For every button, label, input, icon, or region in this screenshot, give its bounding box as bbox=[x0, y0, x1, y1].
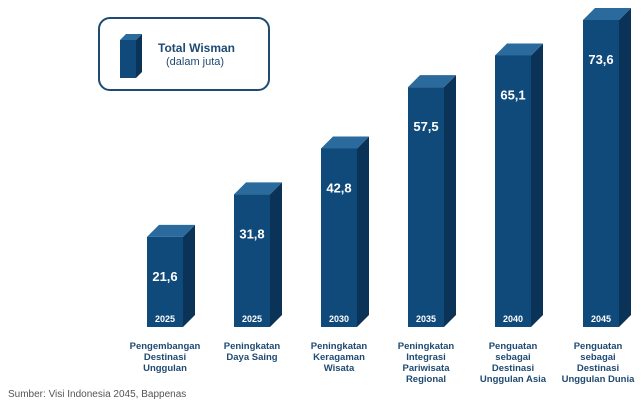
value-label: 65,1 bbox=[500, 87, 525, 102]
value-label: 73,6 bbox=[588, 52, 613, 67]
bar-top bbox=[234, 182, 282, 195]
bar-2: 42,8 2030 bbox=[321, 136, 369, 327]
value-label: 57,5 bbox=[413, 119, 438, 134]
bar-front bbox=[234, 194, 270, 327]
legend-title: Total Wisman bbox=[158, 41, 236, 55]
bar-side bbox=[270, 182, 282, 327]
bar-5: 73,6 2045 bbox=[583, 8, 631, 327]
bar-front bbox=[147, 236, 183, 327]
bar-side bbox=[357, 136, 369, 327]
year-label: 2035 bbox=[416, 314, 436, 324]
bar-side bbox=[444, 75, 456, 327]
bar-front bbox=[408, 87, 444, 327]
value-label: 31,8 bbox=[239, 226, 264, 241]
source-note: Sumber: Visi Indonesia 2045, Bappenas bbox=[8, 389, 187, 400]
bar-front bbox=[321, 148, 357, 327]
bar-side bbox=[619, 8, 631, 327]
year-label: 2025 bbox=[155, 314, 175, 324]
year-label: 2025 bbox=[242, 314, 262, 324]
bar-top bbox=[408, 75, 456, 88]
legend-swatch bbox=[120, 34, 142, 78]
bar-side bbox=[183, 224, 195, 327]
year-label: 2030 bbox=[329, 314, 349, 324]
bar-3: 57,5 2035 bbox=[408, 75, 456, 327]
category-label: Peningkatan Integrasi Pariwisata Regiona… bbox=[397, 341, 455, 385]
category-label: Penguatan sebagai Destinasi Unggulan Asi… bbox=[479, 341, 547, 385]
bar-side bbox=[531, 43, 543, 327]
bar-1: 31,8 2025 bbox=[234, 182, 282, 327]
category-label: Peningkatan Daya Saing bbox=[223, 341, 281, 363]
year-label: 2040 bbox=[503, 314, 523, 324]
bar-4: 65,1 2040 bbox=[495, 43, 543, 327]
category-label: Peningkatan Keragaman Wisata bbox=[310, 341, 368, 374]
value-label: 21,6 bbox=[152, 269, 177, 284]
legend: Total Wisman (dalam juta) bbox=[98, 17, 270, 91]
category-label: Pengembangan Destinasi Unggulan bbox=[129, 341, 201, 374]
year-label: 2045 bbox=[591, 314, 611, 324]
value-label: 42,8 bbox=[326, 180, 351, 195]
bar-top bbox=[147, 224, 195, 237]
legend-subtitle: (dalam juta) bbox=[166, 56, 225, 68]
category-label: Penguatan sebagai Destinasi Unggulan Dun… bbox=[561, 341, 635, 385]
bar-0: 21,6 2025 bbox=[147, 224, 195, 327]
bar-top bbox=[495, 43, 543, 56]
bar-top bbox=[583, 8, 631, 20]
bar-front bbox=[583, 20, 619, 327]
bar-front bbox=[495, 55, 531, 327]
bar-top bbox=[321, 136, 369, 149]
